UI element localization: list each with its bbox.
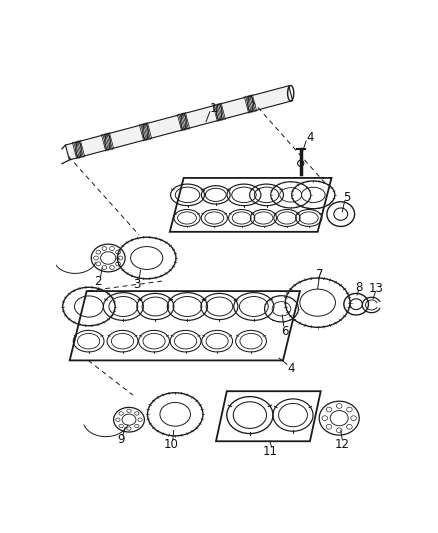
Text: 4: 4 [287,361,294,375]
Text: 8: 8 [356,281,363,294]
Text: 5: 5 [343,191,350,204]
Text: 10: 10 [164,438,179,451]
Polygon shape [65,86,293,160]
Text: 7: 7 [316,268,324,281]
Text: 4: 4 [306,131,314,144]
Text: 12: 12 [335,438,350,451]
Text: 2: 2 [95,276,102,288]
Text: 13: 13 [369,281,384,295]
Text: 6: 6 [281,325,288,337]
Text: 9: 9 [117,433,124,446]
Text: 11: 11 [262,445,277,458]
Text: 1: 1 [210,102,217,115]
Text: 3: 3 [133,278,141,292]
